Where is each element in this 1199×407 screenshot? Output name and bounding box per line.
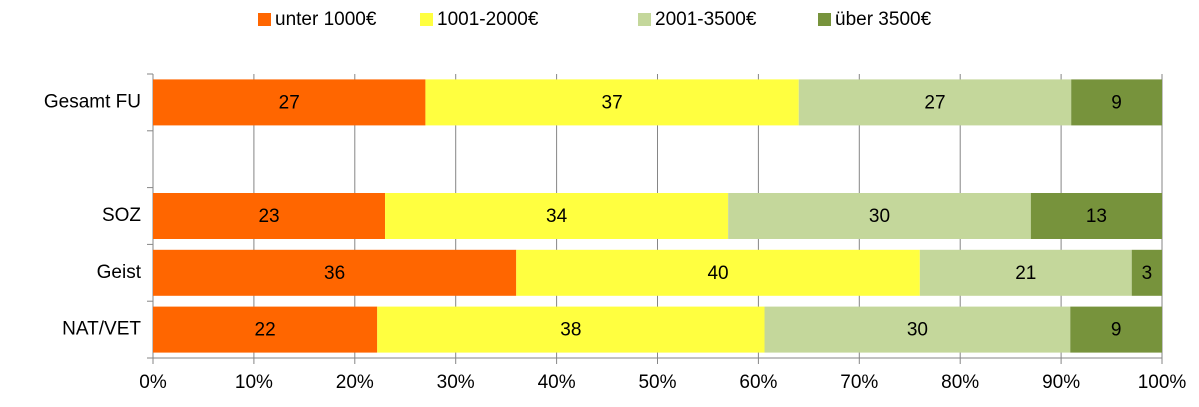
legend-label: 1001-2000€ bbox=[437, 9, 539, 30]
bar-segment bbox=[1071, 79, 1162, 126]
legend-label: unter 1000€ bbox=[275, 9, 377, 30]
bar-segment bbox=[1070, 306, 1162, 353]
y-tick-label: NAT/VET bbox=[62, 319, 141, 340]
x-tick-label: 90% bbox=[1042, 372, 1080, 393]
bar-segment bbox=[764, 306, 1071, 353]
bar-segment bbox=[385, 193, 729, 239]
data-label: 9 bbox=[1111, 92, 1122, 113]
x-tick-label: 80% bbox=[941, 372, 979, 393]
y-tick-label: Geist bbox=[97, 262, 142, 283]
data-label: 3 bbox=[1142, 263, 1153, 284]
x-tick-label: 60% bbox=[739, 372, 777, 393]
legend-swatch bbox=[638, 13, 651, 26]
bar-segment bbox=[919, 249, 1132, 296]
data-label: 22 bbox=[255, 320, 276, 341]
bar-segment bbox=[153, 249, 517, 296]
legend-label: über 3500€ bbox=[835, 9, 932, 30]
legend-swatch bbox=[818, 13, 831, 26]
data-label: 40 bbox=[707, 263, 728, 284]
data-label: 27 bbox=[279, 92, 300, 113]
x-tick-label: 100% bbox=[1138, 372, 1187, 393]
data-label: 30 bbox=[907, 320, 928, 341]
bar-segment bbox=[377, 306, 765, 353]
bar-segment bbox=[1131, 249, 1162, 296]
x-tick-label: 30% bbox=[437, 372, 475, 393]
bar-segment bbox=[516, 249, 920, 296]
legend-swatch bbox=[258, 13, 271, 26]
data-label: 36 bbox=[324, 263, 345, 284]
data-label: 21 bbox=[1015, 263, 1036, 284]
x-tick-label: 40% bbox=[538, 372, 576, 393]
x-tick-label: 70% bbox=[840, 372, 878, 393]
legend-label: 2001-3500€ bbox=[655, 9, 757, 30]
data-label: 37 bbox=[602, 92, 623, 113]
bar-segment bbox=[1030, 193, 1162, 239]
bar-segment bbox=[798, 79, 1072, 126]
data-label: 34 bbox=[546, 206, 568, 227]
bar-segment bbox=[425, 79, 799, 126]
bar-segment bbox=[153, 193, 386, 239]
data-label: 23 bbox=[258, 206, 279, 227]
bar-segment bbox=[153, 79, 426, 126]
y-tick-label: Gesamt FU bbox=[44, 91, 141, 112]
x-tick-label: 50% bbox=[638, 372, 676, 393]
bar-segment bbox=[728, 193, 1031, 239]
bar-segment bbox=[153, 306, 378, 353]
legend-swatch bbox=[420, 13, 433, 26]
data-label: 30 bbox=[869, 206, 890, 227]
data-label: 38 bbox=[560, 320, 581, 341]
data-label: 27 bbox=[924, 92, 945, 113]
y-tick-label: SOZ bbox=[102, 205, 141, 226]
data-label: 13 bbox=[1086, 206, 1107, 227]
data-label: 9 bbox=[1111, 320, 1122, 341]
x-tick-label: 0% bbox=[139, 372, 167, 393]
x-tick-label: 20% bbox=[336, 372, 374, 393]
x-tick-label: 10% bbox=[235, 372, 273, 393]
